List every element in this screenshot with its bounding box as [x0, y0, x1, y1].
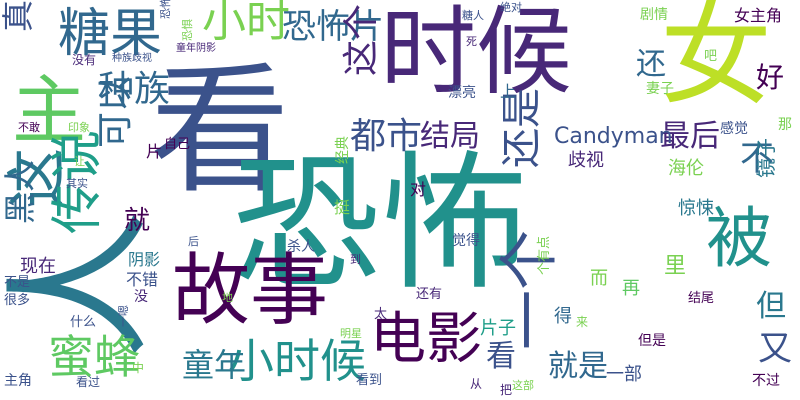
- word: 好: [756, 61, 785, 94]
- word: 糖人: [462, 9, 484, 22]
- word: 挺: [334, 198, 351, 217]
- word: 童年: [182, 346, 247, 384]
- word: 让: [74, 155, 85, 168]
- word: 其实: [66, 177, 88, 190]
- word: 地: [222, 291, 233, 304]
- word: 这个: [341, 3, 382, 76]
- word: 但: [756, 289, 786, 324]
- word: 惊悚: [678, 198, 714, 219]
- word: 阴影: [128, 250, 161, 269]
- word: 绝对: [500, 1, 522, 14]
- word: 还有: [416, 287, 443, 302]
- word: 糖果: [58, 4, 163, 64]
- word: 就: [124, 206, 151, 236]
- word: 死: [466, 35, 477, 48]
- word: 什么: [70, 315, 97, 330]
- word: 不是: [4, 275, 31, 290]
- word: 不过: [752, 373, 780, 389]
- word: 经典: [335, 136, 351, 164]
- word: 印象: [68, 121, 90, 134]
- word: 黑人: [1, 159, 39, 224]
- word: 主: [12, 68, 86, 154]
- word: 杀人: [287, 239, 315, 255]
- word: 剧情: [640, 7, 668, 23]
- word: 自己: [164, 137, 191, 152]
- word: 故事: [172, 246, 329, 336]
- word: 上: [500, 82, 517, 101]
- word: 看到: [356, 373, 383, 388]
- word: 妻子: [646, 81, 674, 97]
- word: 海伦: [668, 158, 704, 179]
- word: 但是: [638, 333, 666, 349]
- word: 结局: [420, 119, 480, 154]
- word: 小时: [202, 0, 290, 47]
- word: Candyman: [554, 124, 673, 149]
- word: 觉得: [452, 233, 480, 249]
- word: 可以: [95, 75, 136, 148]
- word: 对: [410, 180, 427, 199]
- word: 主角: [4, 373, 32, 389]
- word: 没: [134, 289, 148, 305]
- word: 电影: [370, 307, 482, 372]
- word: 很多: [4, 293, 31, 308]
- word: 又: [758, 329, 792, 369]
- word: 而: [590, 268, 608, 289]
- word: 种族歧视: [112, 53, 152, 64]
- word: 来: [576, 315, 589, 329]
- word: 从: [470, 377, 483, 391]
- word: 女: [660, 0, 772, 121]
- word: 片子: [480, 318, 516, 339]
- word: 漂亮: [448, 85, 476, 101]
- word: 得: [554, 306, 572, 327]
- word: 个有点: [537, 235, 552, 275]
- word: 再: [622, 278, 640, 299]
- word: 时候: [380, 0, 572, 108]
- word: 种族: [98, 69, 171, 110]
- word: 不敢: [18, 121, 40, 134]
- word: 镜子: [754, 138, 778, 178]
- word: 最后: [660, 119, 720, 154]
- word: 恐惧: [181, 19, 194, 41]
- word: 太: [374, 307, 388, 322]
- word: 歧视: [568, 150, 604, 171]
- word: 一嗯: [117, 305, 130, 327]
- word: 女主角: [734, 6, 783, 25]
- word: 里: [664, 254, 687, 279]
- word: 还: [636, 47, 666, 82]
- word: 到: [350, 253, 361, 266]
- word: 现在: [20, 256, 56, 277]
- word: 看: [150, 50, 291, 213]
- word: 片: [146, 142, 163, 161]
- word: 恐怖: [232, 138, 528, 310]
- word: 看过: [76, 375, 101, 389]
- word: 蜜蜂: [48, 330, 140, 384]
- word: 吧: [704, 49, 718, 64]
- word: 童年阴影: [176, 43, 216, 54]
- word: 都市: [350, 116, 423, 157]
- word: 小时候: [228, 334, 366, 388]
- word: 这部: [512, 379, 534, 392]
- word: 不: [740, 139, 774, 179]
- word: 没有: [72, 53, 97, 67]
- word: 不错: [126, 270, 159, 289]
- word: 恐怖片: [282, 7, 384, 47]
- word: 感觉: [720, 121, 748, 137]
- word: 一部: [606, 364, 642, 385]
- word: 明星: [340, 327, 362, 340]
- word: 看: [486, 339, 516, 374]
- word: 结尾: [688, 291, 715, 306]
- word: 把: [500, 383, 513, 397]
- word: 恐怖: [159, 0, 172, 19]
- word: 后: [188, 235, 199, 248]
- word: 真的: [0, 0, 37, 32]
- word: 被: [706, 200, 772, 277]
- word: 中: [132, 361, 145, 375]
- word: 那: [778, 117, 792, 133]
- word: 就是: [548, 349, 608, 384]
